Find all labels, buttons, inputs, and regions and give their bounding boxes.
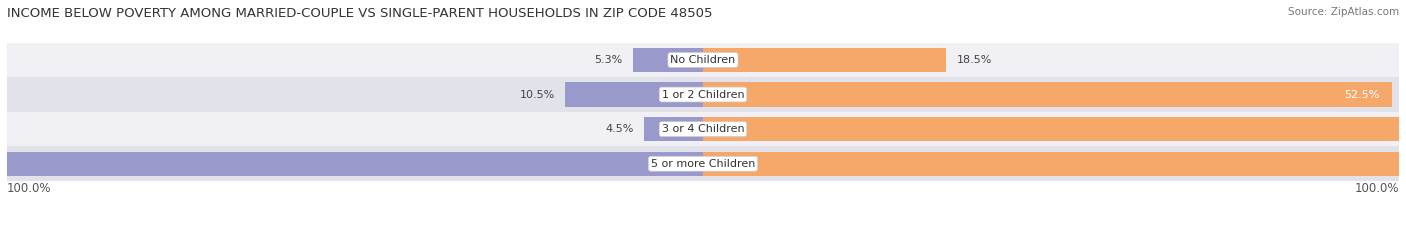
Text: 10.5%: 10.5% (519, 89, 554, 99)
Text: 100.0%: 100.0% (7, 182, 52, 195)
Bar (703, 117, 1406, 141)
Bar (0, 147, 1406, 181)
Text: 5.3%: 5.3% (595, 55, 623, 65)
Text: 1 or 2 Children: 1 or 2 Children (662, 89, 744, 99)
Bar (0, 152, 703, 176)
Bar (644, 117, 703, 141)
Bar (703, 48, 946, 72)
Bar (633, 48, 703, 72)
Bar (565, 82, 703, 107)
Text: 4.5%: 4.5% (605, 124, 633, 134)
Text: 52.5%: 52.5% (1344, 89, 1379, 99)
Bar (703, 82, 1392, 107)
Bar (0, 112, 1406, 147)
Bar (0, 43, 1406, 77)
Text: INCOME BELOW POVERTY AMONG MARRIED-COUPLE VS SINGLE-PARENT HOUSEHOLDS IN ZIP COD: INCOME BELOW POVERTY AMONG MARRIED-COUPL… (7, 7, 713, 20)
Text: 18.5%: 18.5% (956, 55, 991, 65)
Text: 100.0%: 100.0% (1354, 182, 1399, 195)
Text: No Children: No Children (671, 55, 735, 65)
Bar (0, 77, 1406, 112)
Text: 5 or more Children: 5 or more Children (651, 159, 755, 169)
Text: 3 or 4 Children: 3 or 4 Children (662, 124, 744, 134)
Text: Source: ZipAtlas.com: Source: ZipAtlas.com (1288, 7, 1399, 17)
Bar (703, 152, 1406, 176)
